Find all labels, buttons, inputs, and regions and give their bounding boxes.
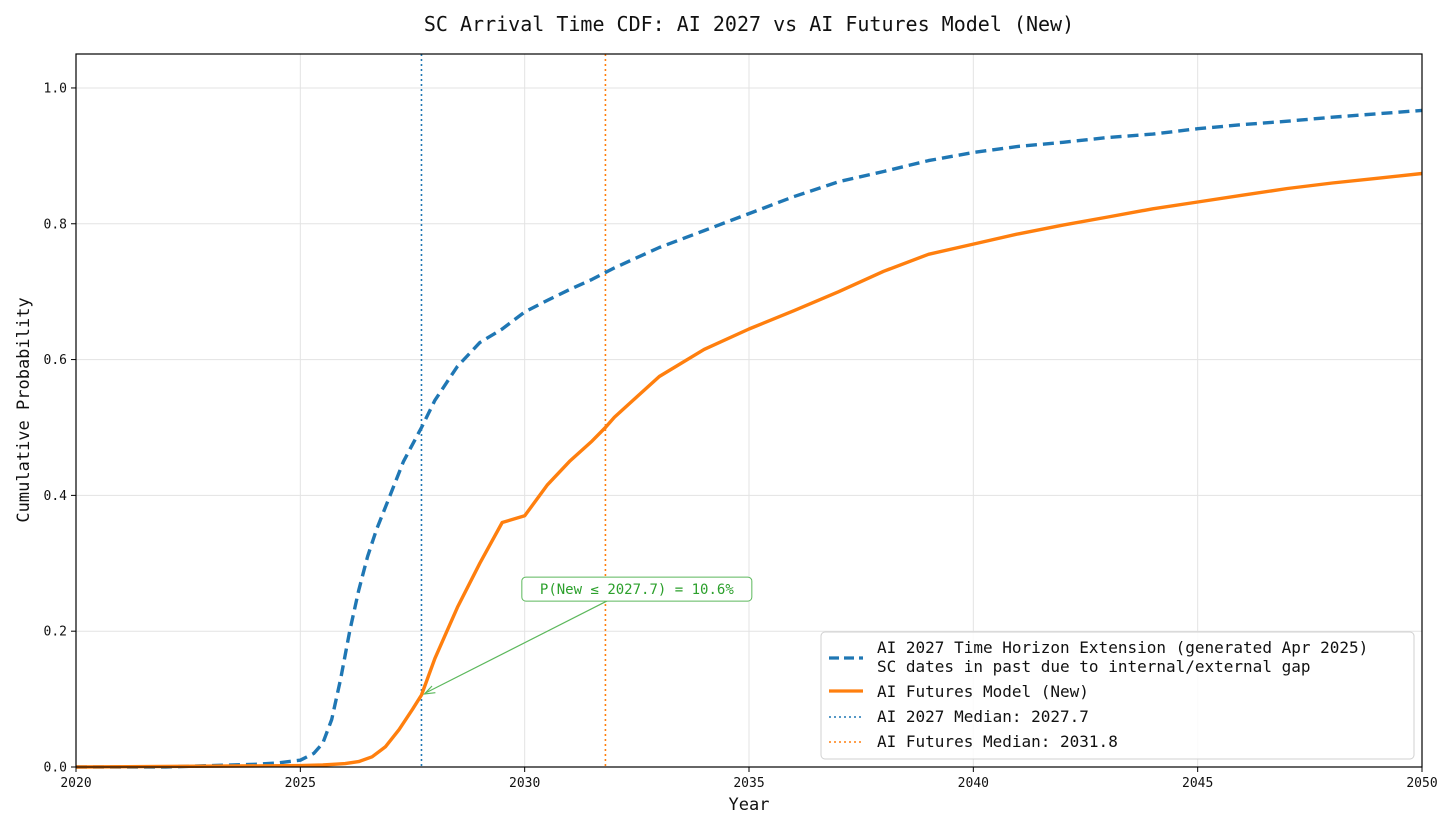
y-tick-label: 0.2 [44, 625, 67, 640]
legend: AI 2027 Time Horizon Extension (generate… [820, 631, 1415, 760]
legend-label: AI Futures Model (New) [877, 682, 1089, 701]
legend-box [820, 631, 1415, 760]
median-lines [420, 54, 607, 767]
legend-label: AI 2027 Median: 2027.7 [877, 707, 1089, 726]
y-tick-label: 0.4 [44, 489, 68, 504]
annotation-box [521, 576, 753, 602]
legend-label: AI Futures Median: 2031.8 [877, 732, 1118, 751]
y-tick-label: 0.0 [44, 761, 67, 776]
legend-label: AI 2027 Time Horizon Extension (generate… [877, 638, 1368, 657]
series-layer [75, 108, 1423, 769]
annotation-arrowhead [422, 685, 436, 695]
annotation-text: P(New ≤ 2027.7) = 10.6% [540, 582, 734, 598]
x-tick-label: 2050 [1406, 776, 1437, 791]
x-tick-label: 2045 [1182, 776, 1213, 791]
grid-layer [75, 54, 1423, 768]
x-axis-title: Year [729, 795, 770, 815]
legend-label: SC dates in past due to internal/externa… [877, 657, 1310, 676]
tick-layer: 2020 2025 2030 2035 2040 2045 2050 0.0 0.2 0.4 0.6… [44, 81, 1438, 791]
y-tick-label: 0.8 [44, 217, 67, 232]
y-axis-title: Cumulative Probability [14, 297, 34, 522]
annotation: P(New ≤ 2027.7) = 10.6% [422, 576, 753, 695]
chart-title: SC Arrival Time CDF: AI 2027 vs AI Futur… [424, 12, 1074, 36]
y-tick-label: 0.6 [44, 353, 67, 368]
x-tick-label: 2030 [509, 776, 540, 791]
x-tick-label: 2025 [285, 776, 316, 791]
y-tick-label: 1.0 [44, 81, 67, 96]
x-tick-label: 2040 [958, 776, 989, 791]
series-line [76, 108, 1423, 769]
x-tick-label: 2035 [733, 776, 764, 791]
annotation-arrow [425, 600, 608, 694]
series-line [75, 171, 1423, 769]
x-tick-label: 2020 [60, 776, 91, 791]
